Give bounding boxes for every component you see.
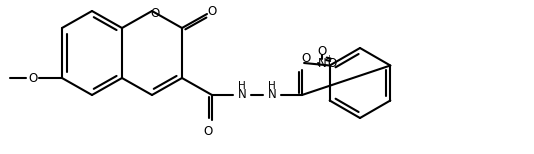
Text: O: O xyxy=(301,52,311,65)
Text: N: N xyxy=(238,89,246,101)
Text: H: H xyxy=(268,81,276,91)
Text: H: H xyxy=(238,81,246,91)
Text: O: O xyxy=(327,57,337,69)
Text: O: O xyxy=(151,6,160,20)
Text: O: O xyxy=(203,125,213,138)
Text: N: N xyxy=(268,89,277,101)
Text: O: O xyxy=(207,4,217,18)
Text: O: O xyxy=(28,71,37,85)
Text: +: + xyxy=(325,53,332,63)
Text: N: N xyxy=(318,57,326,69)
Text: O: O xyxy=(318,45,327,57)
